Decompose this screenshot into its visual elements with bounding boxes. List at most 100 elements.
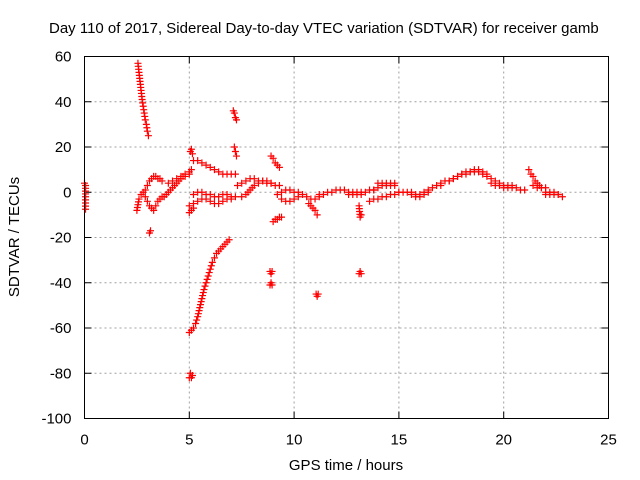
data-point: [391, 191, 399, 199]
data-point: [185, 202, 193, 210]
data-point: [215, 168, 223, 176]
data-point: [232, 116, 240, 124]
data-point: [164, 179, 172, 187]
data-point: [169, 177, 177, 185]
data-point: [194, 310, 202, 318]
data-point: [311, 195, 319, 203]
y-tick-label: -60: [50, 320, 72, 337]
data-point: [275, 163, 283, 171]
data-point: [242, 177, 250, 185]
data-point: [181, 172, 189, 180]
data-point: [202, 161, 210, 169]
data-point: [189, 324, 197, 332]
data-point: [382, 193, 390, 201]
data-point: [550, 188, 558, 196]
data-point: [496, 179, 504, 187]
data-point: [215, 200, 223, 208]
data-point: [143, 197, 151, 205]
data-point: [250, 175, 258, 183]
data-point: [357, 270, 365, 278]
data-point: [487, 179, 495, 187]
data-point: [238, 179, 246, 187]
data-point: [319, 191, 327, 199]
data-point: [189, 204, 197, 212]
data-point: [254, 179, 262, 187]
y-tick-label: 60: [55, 49, 72, 66]
data-point: [328, 188, 336, 196]
data-point: [454, 172, 462, 180]
y-tick-label: -20: [50, 230, 72, 247]
data-point: [420, 191, 428, 199]
y-tick-labels: -100 -80 -60 -40 -20 0 20 40 60: [41, 49, 71, 428]
data-point: [198, 188, 206, 196]
data-point: [275, 181, 283, 189]
data-point: [200, 286, 208, 294]
data-point: [558, 193, 566, 201]
data-point: [298, 191, 306, 199]
data-point: [361, 188, 369, 196]
data-point: [141, 186, 149, 194]
data-point: [374, 195, 382, 203]
data-point: [199, 292, 207, 300]
data-point: [231, 148, 239, 156]
data-point: [141, 116, 149, 124]
data-point: [208, 258, 216, 266]
data-point: [188, 372, 196, 380]
data-point: [203, 275, 211, 283]
x-tick-labels: 0 5 10 15 20 25: [80, 432, 617, 449]
data-point: [232, 152, 240, 160]
y-tick-label: -80: [50, 365, 72, 382]
data-point: [357, 191, 365, 199]
data-point: [267, 179, 275, 187]
grid-lines: [84, 56, 609, 419]
data-point: [437, 179, 445, 187]
data-point: [466, 168, 474, 176]
data-point: [197, 298, 205, 306]
y-tick-label: 0: [63, 184, 71, 201]
x-axis-label: GPS time / hours: [289, 457, 403, 474]
data-point: [529, 172, 537, 180]
data-point: [278, 213, 286, 221]
data-point: [206, 191, 214, 199]
data-point: [269, 154, 277, 162]
data-point: [278, 188, 286, 196]
data-point: [231, 170, 239, 178]
data-point: [238, 193, 246, 201]
data-point: [428, 184, 436, 192]
data-point: [143, 181, 151, 189]
data-point: [187, 166, 195, 174]
data-point: [286, 197, 294, 205]
data-point: [290, 195, 298, 203]
data-point: [303, 193, 311, 201]
data-point: [199, 289, 207, 297]
data-point: [458, 170, 466, 178]
data-point: [313, 211, 321, 219]
data-point: [230, 143, 238, 151]
data-point: [445, 177, 453, 185]
data-point: [206, 197, 214, 205]
data-point: [366, 197, 374, 205]
data-point: [215, 193, 223, 201]
data-point: [187, 145, 195, 153]
chart-title: Day 110 of 2017, Sidereal Day-to-day VTE…: [49, 20, 599, 37]
data-point: [194, 313, 202, 321]
data-point: [424, 188, 432, 196]
data-point: [202, 279, 210, 287]
data-point: [201, 282, 209, 290]
data-point: [370, 186, 378, 194]
data-point: [173, 175, 181, 183]
data-point: [294, 193, 302, 201]
data-point: [357, 211, 365, 219]
data-point: [204, 272, 212, 280]
y-tick-label: 40: [55, 94, 72, 111]
data-point: [193, 316, 201, 324]
x-tick-label: 25: [600, 432, 617, 449]
data-point: [198, 295, 206, 303]
data-point: [150, 206, 158, 214]
data-point: [194, 197, 202, 205]
data-point: [192, 319, 200, 327]
data-point: [227, 193, 235, 201]
y-tick-label: -40: [50, 275, 72, 292]
data-point: [525, 166, 533, 174]
